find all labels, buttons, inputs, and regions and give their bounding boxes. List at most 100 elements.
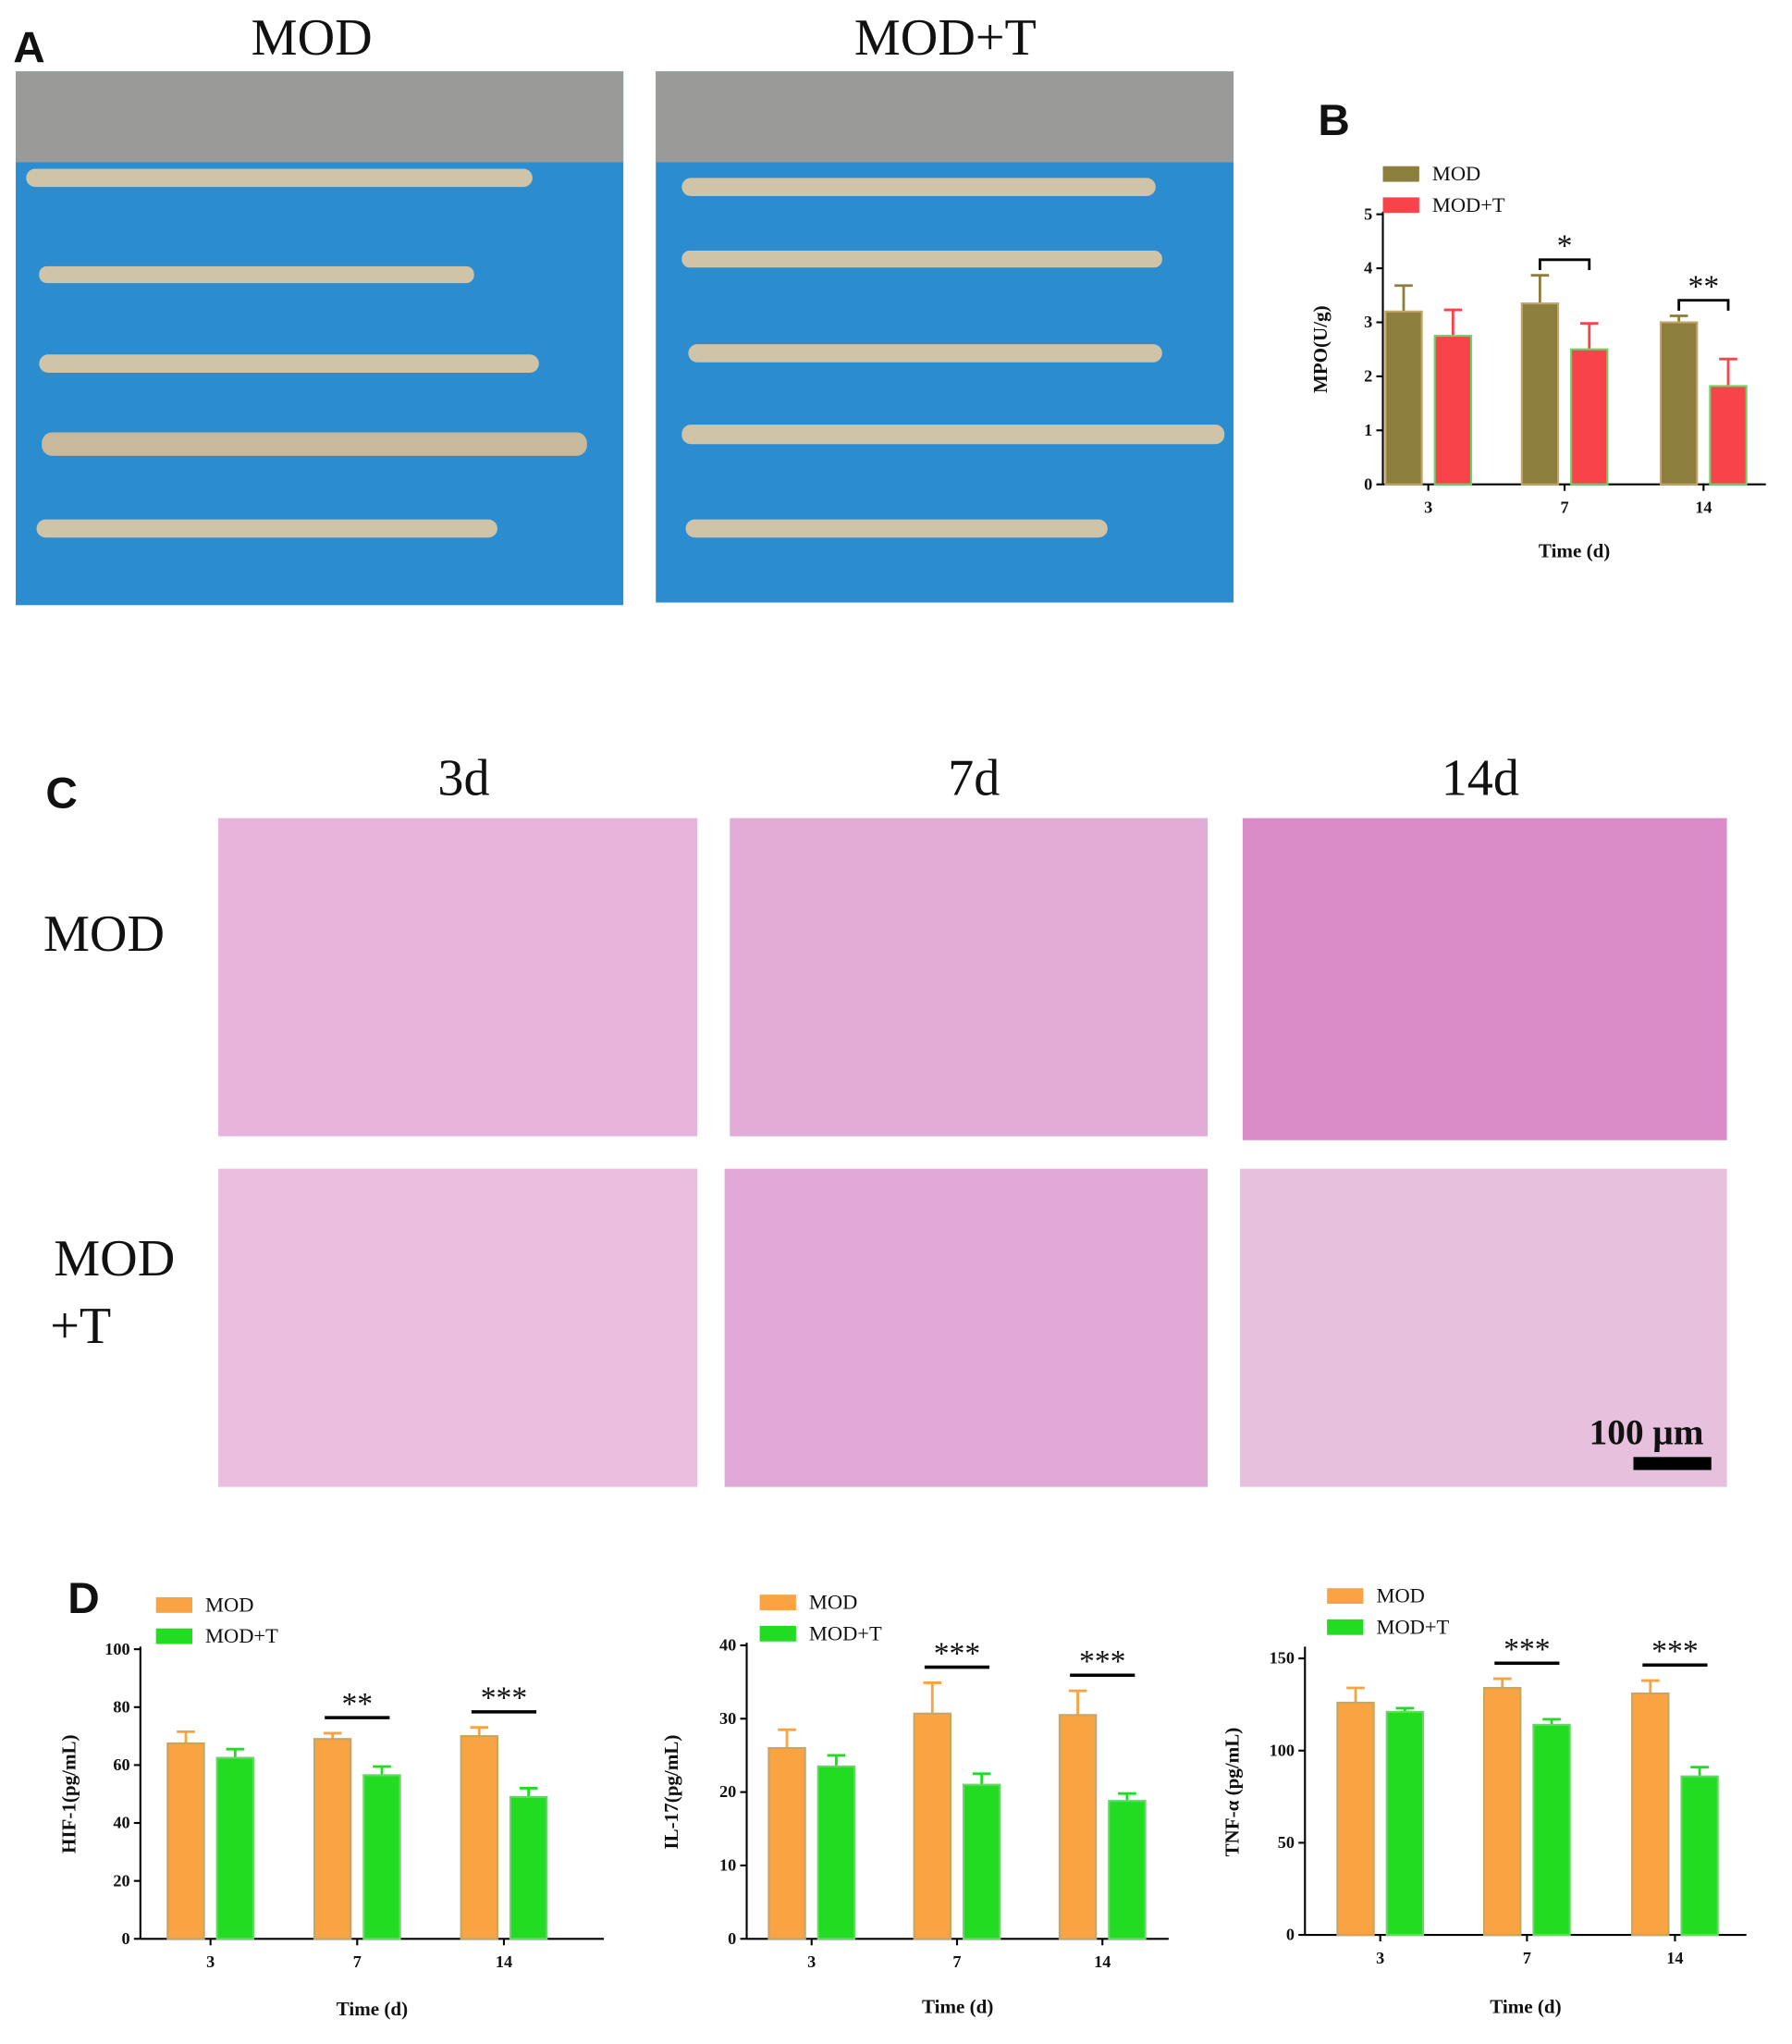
y-tick-label: 40 xyxy=(113,1814,129,1832)
y-tick-label: 3 xyxy=(1364,313,1372,331)
x-tick-label: 7 xyxy=(1561,499,1569,517)
legend-swatch xyxy=(1382,197,1419,214)
x-axis-label: Time (d) xyxy=(337,1998,408,2020)
x-tick-label: 7 xyxy=(952,1952,961,1971)
legend-swatch xyxy=(155,1597,192,1613)
x-tick-label: 14 xyxy=(1666,1949,1683,1967)
legend-swatch xyxy=(155,1628,192,1644)
column-title: 14d xyxy=(1442,749,1519,807)
legend-swatch xyxy=(1327,1588,1364,1605)
x-tick-label: 3 xyxy=(1424,499,1432,517)
bar xyxy=(215,1756,255,1940)
photo-mod xyxy=(16,71,624,606)
y-tick-label: 0 xyxy=(728,1929,736,1948)
x-axis-label: Time (d) xyxy=(1539,539,1610,561)
legend-swatch xyxy=(759,1625,796,1642)
significance-label: * xyxy=(1557,229,1573,264)
panel-label: C xyxy=(45,769,77,818)
legend-label: MOD+T xyxy=(1432,193,1505,216)
y-tick-label: 10 xyxy=(719,1856,736,1875)
y-tick-label: 150 xyxy=(1270,1649,1295,1668)
significance-label: ** xyxy=(341,1687,373,1721)
significance-label: *** xyxy=(1651,1634,1699,1668)
legend-label: MOD+T xyxy=(1377,1615,1450,1638)
significance-label: *** xyxy=(1079,1644,1126,1679)
bar xyxy=(1058,1714,1098,1940)
significance-label: *** xyxy=(1504,1632,1551,1667)
bar xyxy=(1680,1775,1719,1937)
legend-label: MOD+T xyxy=(205,1624,278,1647)
legend-swatch xyxy=(759,1595,796,1611)
panel-label: A xyxy=(13,23,44,72)
bar xyxy=(313,1738,352,1940)
y-tick-label: 100 xyxy=(1270,1741,1295,1759)
column-title: 7d xyxy=(948,749,1000,807)
y-tick-label: 2 xyxy=(1364,367,1372,386)
row-title: +T xyxy=(50,1298,111,1355)
bar xyxy=(1385,1710,1425,1937)
bar xyxy=(913,1712,952,1940)
bar xyxy=(1532,1723,1571,1937)
y-axis-label: MPO(U/g) xyxy=(1309,305,1332,393)
x-axis-label: Time (d) xyxy=(922,1995,993,2017)
bar xyxy=(1336,1701,1375,1937)
panel-label: D xyxy=(68,1574,99,1623)
x-tick-label: 3 xyxy=(1376,1949,1384,1967)
panel-label: B xyxy=(1318,96,1349,145)
y-tick-label: 5 xyxy=(1364,204,1372,223)
legend-swatch xyxy=(1382,166,1419,182)
y-tick-label: 0 xyxy=(1364,474,1372,493)
x-tick-label: 14 xyxy=(496,1952,512,1971)
photo-title: MOD xyxy=(252,9,373,67)
significance-bracket xyxy=(1539,258,1591,271)
x-tick-label: 3 xyxy=(206,1952,215,1971)
bar xyxy=(1482,1686,1522,1937)
legend-label: MOD xyxy=(1377,1584,1425,1607)
y-tick-label: 20 xyxy=(113,1871,129,1890)
significance-label: *** xyxy=(934,1636,981,1670)
legend-label: MOD xyxy=(205,1593,253,1616)
significance-bracket xyxy=(1677,299,1730,311)
x-tick-label: 7 xyxy=(1523,1949,1531,1967)
bar xyxy=(816,1765,856,1940)
y-tick-label: 80 xyxy=(113,1697,129,1716)
x-tick-label: 14 xyxy=(1695,499,1712,517)
x-tick-label: 3 xyxy=(807,1952,816,1971)
column-title: 3d xyxy=(437,749,489,807)
bar xyxy=(1384,310,1423,486)
legend-swatch xyxy=(1327,1619,1364,1635)
bar xyxy=(166,1742,205,1940)
bar xyxy=(962,1783,1001,1940)
bar xyxy=(509,1795,548,1940)
y-tick-label: 100 xyxy=(104,1640,129,1658)
bar xyxy=(362,1774,401,1940)
bar xyxy=(1659,321,1699,486)
row-title: MOD xyxy=(43,905,165,963)
bar xyxy=(1433,335,1473,486)
photo-mod-t xyxy=(656,71,1234,603)
y-tick-label: 60 xyxy=(113,1755,129,1774)
x-tick-label: 14 xyxy=(1094,1952,1111,1971)
y-tick-label: 20 xyxy=(719,1782,736,1801)
photo-title: MOD+T xyxy=(854,9,1037,67)
bar xyxy=(1570,348,1609,486)
y-tick-label: 50 xyxy=(1278,1833,1295,1852)
bar xyxy=(767,1746,806,1940)
x-tick-label: 7 xyxy=(353,1952,362,1971)
x-axis-label: Time (d) xyxy=(1490,1995,1561,2017)
y-tick-label: 0 xyxy=(1286,1926,1295,1944)
significance-label: *** xyxy=(481,1681,528,1716)
bar xyxy=(460,1735,499,1940)
y-tick-label: 1 xyxy=(1364,421,1372,439)
legend-label: MOD xyxy=(1432,162,1480,185)
significance-label: ** xyxy=(1688,269,1719,303)
legend-label: MOD+T xyxy=(809,1621,882,1644)
scale-bar-label: 100 μm xyxy=(1589,1411,1704,1452)
bar xyxy=(1108,1800,1147,1940)
y-axis-label: HIF-1(pg/mL) xyxy=(58,1734,80,1853)
row-title: MOD xyxy=(54,1230,175,1287)
y-tick-label: 0 xyxy=(121,1929,129,1948)
y-tick-label: 4 xyxy=(1364,259,1372,277)
bar xyxy=(1709,385,1748,486)
